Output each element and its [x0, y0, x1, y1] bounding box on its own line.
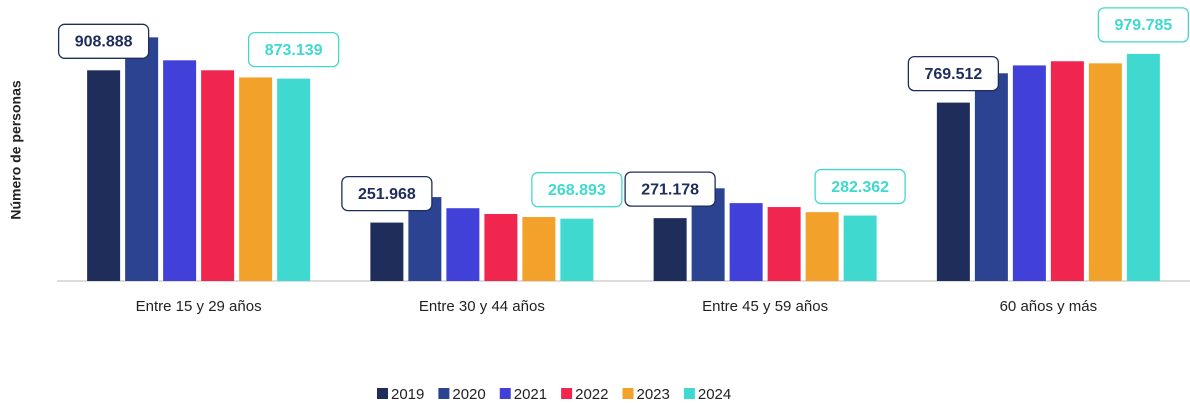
legend-label: 2024 — [698, 386, 731, 403]
legend-label: 2021 — [514, 386, 547, 403]
bar — [277, 78, 311, 281]
bar — [370, 222, 404, 281]
bar — [522, 217, 556, 281]
legend-label: 2023 — [637, 386, 670, 403]
value-label-box — [531, 172, 623, 208]
bar — [805, 212, 839, 281]
value-label: 979.785 — [1114, 17, 1172, 34]
legend-swatch — [499, 388, 511, 399]
x-tick-label: 60 años y más — [1000, 298, 1098, 315]
bar — [1088, 63, 1122, 282]
value-label: 251.968 — [358, 186, 416, 203]
value-label-box — [907, 55, 1000, 92]
value-label-box — [341, 175, 433, 212]
bar — [767, 207, 801, 281]
bar — [1050, 61, 1084, 282]
value-label: 282.362 — [831, 179, 889, 196]
legend-swatch — [561, 388, 573, 399]
bar — [936, 102, 970, 281]
bar — [729, 203, 763, 281]
legend-swatch — [377, 388, 388, 399]
value-label: 908.888 — [75, 34, 133, 51]
value-label-box — [1097, 7, 1190, 43]
legend-swatch — [438, 388, 450, 399]
bar — [843, 215, 877, 281]
value-label-box — [57, 23, 150, 59]
legend-swatch — [683, 388, 695, 399]
bar — [201, 70, 235, 281]
value-label: 271.178 — [641, 181, 699, 198]
value-label: 769.512 — [924, 66, 982, 83]
bar — [974, 73, 1008, 281]
y-axis-label: Número de personas — [8, 80, 24, 219]
value-label-box — [624, 171, 716, 207]
value-label: 268.893 — [548, 182, 606, 199]
bar — [239, 77, 273, 281]
bar — [163, 60, 197, 282]
bar — [653, 218, 687, 281]
bar — [1126, 53, 1160, 281]
value-label: 873.139 — [265, 42, 323, 59]
legend-label: 2020 — [452, 386, 485, 403]
x-tick-label: Entre 15 y 29 años — [136, 298, 262, 315]
bar — [484, 214, 518, 281]
bar — [87, 70, 121, 281]
x-tick-label: Entre 45 y 59 años — [702, 298, 828, 315]
bar — [125, 37, 159, 281]
value-label-box — [247, 31, 340, 68]
legend-label: 2019 — [391, 386, 424, 403]
bar — [446, 208, 480, 281]
x-tick-label: Entre 30 y 44 años — [419, 298, 545, 315]
legend-label: 2022 — [575, 386, 608, 403]
bar — [1012, 65, 1046, 281]
bar — [560, 218, 594, 281]
value-label-box — [814, 168, 906, 205]
legend-swatch — [622, 388, 634, 399]
